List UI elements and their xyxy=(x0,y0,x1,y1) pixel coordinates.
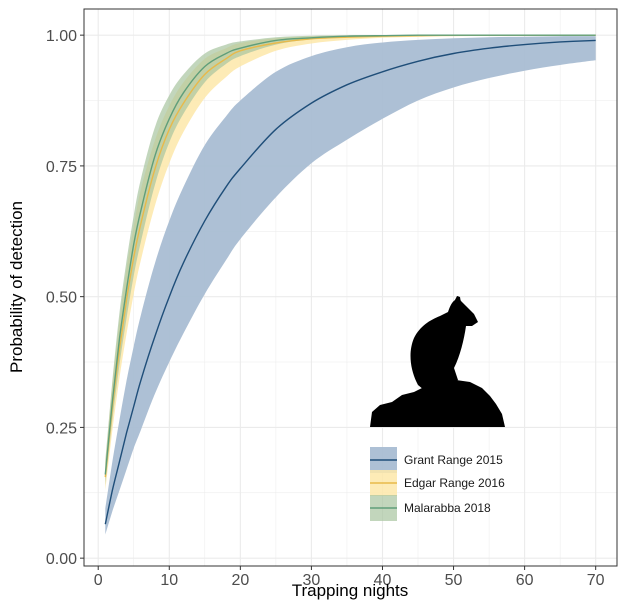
series-lines xyxy=(104,34,596,525)
x-tick-label-70: 70 xyxy=(587,572,605,589)
y-tick-label-3: 0.75 xyxy=(46,159,77,176)
confidence-bands xyxy=(105,35,596,535)
y-tick-label-1: 0.25 xyxy=(46,420,77,437)
y-tick-label-0: 0.00 xyxy=(46,551,77,568)
x-axis-title: Trapping nights xyxy=(292,581,409,600)
legend-label-malarabba-2018: Malarabba 2018 xyxy=(404,501,491,515)
x-tick-label-0: 0 xyxy=(94,572,103,589)
line-grant-range-2015 xyxy=(104,39,596,525)
x-tick-label-60: 60 xyxy=(516,572,534,589)
y-tick-label-2: 0.50 xyxy=(46,290,77,307)
y-axis: 0.00 0.25 0.50 0.75 1.00 xyxy=(46,28,84,568)
rock-wallaby-silhouette-icon xyxy=(370,296,505,427)
x-tick-label-50: 50 xyxy=(445,572,463,589)
legend: Grant Range 2015 Edgar Range 2016 Malara… xyxy=(370,447,505,521)
legend-label-edgar-range-2016: Edgar Range 2016 xyxy=(404,476,505,490)
line-malarabba-2018 xyxy=(104,34,596,475)
panel-border xyxy=(83,8,618,567)
x-tick-label-40: 40 xyxy=(374,572,392,589)
x-tick-label-20: 20 xyxy=(231,572,249,589)
x-tick-label-10: 10 xyxy=(160,572,178,589)
y-tick-label-4: 1.00 xyxy=(46,28,77,45)
legend-label-grant-range-2015: Grant Range 2015 xyxy=(404,453,503,467)
x-tick-label-30: 30 xyxy=(303,572,321,589)
band-grant-range-2015 xyxy=(105,36,596,535)
x-axis: 0 10 20 30 40 50 60 70 xyxy=(94,566,605,589)
y-axis-title: Probability of detection xyxy=(7,201,26,373)
